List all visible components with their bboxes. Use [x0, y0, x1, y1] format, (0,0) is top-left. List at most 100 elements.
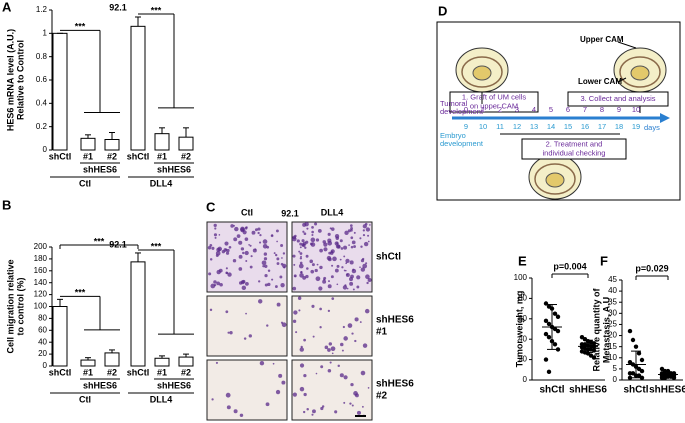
tumoral-day: 1 [481, 105, 485, 114]
stained-cell [250, 255, 253, 258]
stained-cell [302, 222, 307, 227]
y-tick-label: 20 [608, 331, 617, 340]
stained-cell [299, 273, 304, 278]
panel-letter: A [2, 0, 12, 14]
micrograph [206, 295, 288, 357]
stained-cell [207, 246, 212, 250]
significance: *** [151, 241, 162, 251]
y-axis-label: Relative to Control [15, 40, 25, 120]
tumoral-day: 0 [464, 105, 468, 114]
embryo-day: 19 [632, 122, 640, 131]
bar [178, 136, 194, 151]
stained-cell [299, 252, 303, 255]
stained-cell [280, 243, 284, 247]
stained-cell [327, 257, 332, 262]
stained-cell [281, 322, 287, 328]
y-tick-label: 30 [608, 308, 617, 317]
stained-cell [365, 227, 371, 232]
step-label: 3. Collect and analysis [580, 94, 655, 103]
stained-cell [299, 261, 303, 265]
stained-cell [225, 248, 227, 251]
row-label: shHES6 [376, 315, 414, 326]
stained-cell [327, 284, 332, 289]
stained-cell [329, 361, 332, 364]
stained-cell [233, 224, 236, 227]
y-tick-label: 180 [34, 254, 48, 263]
x-tick-label: #2 [107, 367, 117, 377]
stained-cell [243, 337, 247, 340]
stained-cell [334, 233, 340, 239]
stained-cell [311, 413, 314, 416]
x-tick-label: #1 [157, 151, 167, 161]
data-point [639, 375, 645, 380]
stained-cell [310, 269, 315, 274]
stained-cell [298, 309, 301, 312]
stained-cell [339, 239, 343, 243]
stained-cell [225, 267, 228, 270]
y-axis-label: to control (%) [15, 278, 25, 336]
stained-cell [362, 343, 368, 348]
stained-cell [300, 271, 303, 274]
stained-cell [248, 243, 250, 246]
stained-cell [215, 254, 219, 258]
stained-cell [335, 244, 341, 249]
stained-cell [298, 250, 301, 253]
stained-cell [314, 268, 318, 273]
stained-cell [354, 317, 359, 322]
stained-cell [273, 252, 276, 255]
y-tick-label: 45 [608, 275, 617, 284]
stained-cell [281, 380, 286, 385]
stained-cell [302, 230, 305, 233]
group-label: Ctl [79, 178, 91, 188]
bar [130, 25, 146, 151]
stained-cell [327, 309, 331, 313]
stained-cell [330, 275, 334, 279]
stained-cell [275, 229, 279, 233]
embryo-day: 15 [564, 122, 572, 131]
row-label: shHES6 [376, 379, 414, 390]
tumoral-day: 8 [600, 105, 604, 114]
significance: *** [75, 22, 86, 32]
stained-cell [213, 223, 217, 228]
stained-cell [230, 224, 234, 228]
stained-cell [236, 234, 241, 238]
stained-cell [354, 339, 357, 343]
timeline-head [660, 113, 670, 123]
stained-cell [349, 402, 352, 405]
stained-cell [298, 263, 304, 269]
stained-cell [295, 331, 298, 334]
stained-cell [305, 274, 309, 279]
stained-cell [304, 246, 307, 249]
tumoral-day: 4 [532, 105, 536, 114]
stained-cell [369, 224, 371, 226]
data-point [636, 351, 642, 356]
y-tick-label: 40 [608, 286, 617, 295]
stained-cell [292, 319, 297, 324]
stained-cell [254, 248, 257, 251]
stained-cell [343, 255, 346, 258]
panel-letter: E [518, 253, 527, 268]
stained-cell [362, 224, 367, 229]
tumoral-day: 5 [549, 105, 553, 114]
stained-cell [351, 332, 354, 335]
stained-cell [319, 248, 323, 253]
stained-cell [217, 246, 223, 252]
stained-cell [345, 262, 348, 265]
stained-cell [315, 238, 320, 242]
stained-cell [242, 230, 247, 235]
stained-cell [314, 222, 318, 226]
stained-cell [360, 267, 366, 272]
stained-cell [302, 410, 306, 414]
pointer [617, 77, 627, 83]
embryo-label: development [440, 139, 484, 148]
stained-cell [208, 272, 212, 276]
stained-cell [343, 269, 346, 272]
x-tick-label: shCtl [127, 151, 150, 161]
embryo [472, 65, 492, 81]
data-point [639, 357, 645, 363]
stained-cell [363, 241, 369, 247]
data-point [630, 337, 636, 343]
stained-cell [352, 288, 355, 291]
y-tick-label: 120 [34, 290, 48, 299]
